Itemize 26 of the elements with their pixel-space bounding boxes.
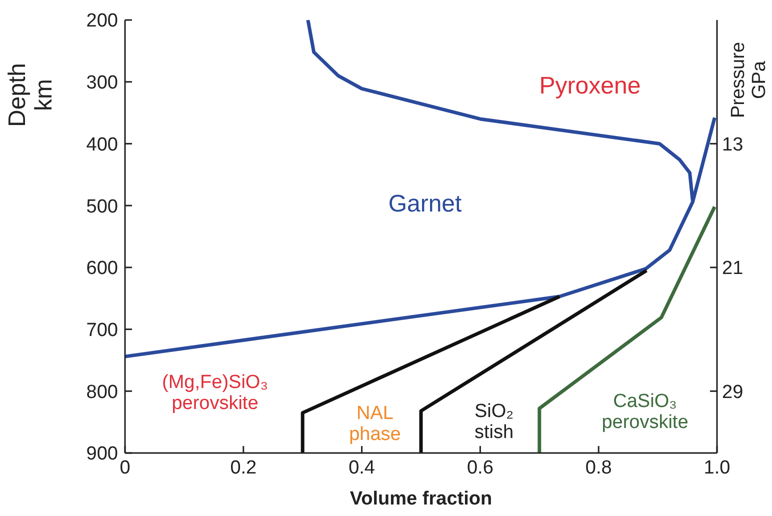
annotation: (Mg,Fe)SiO₃ perovskite bbox=[162, 372, 268, 414]
annotation: Pyroxene bbox=[539, 72, 641, 100]
y-tick-label: 500 bbox=[86, 196, 118, 218]
y-tick-label: 200 bbox=[86, 10, 118, 32]
y2-tick-label: 29 bbox=[722, 382, 744, 403]
x-tick-label: 0.8 bbox=[585, 457, 612, 478]
y-tick-label: 900 bbox=[86, 444, 118, 465]
y-tick-label: 800 bbox=[86, 382, 118, 403]
y-tick-label: 700 bbox=[86, 320, 118, 342]
x-tick-label: 1.0 bbox=[704, 457, 730, 478]
y2-axis-title: Pressure GPa bbox=[728, 42, 770, 118]
annotation: Garnet bbox=[388, 190, 462, 218]
y-tick-label: 600 bbox=[86, 258, 118, 280]
y2-tick-label: 21 bbox=[722, 258, 744, 280]
y2-tick-label: 13 bbox=[722, 134, 744, 156]
x-tick-label: 0.4 bbox=[348, 457, 376, 478]
x-axis-title: Volume fraction bbox=[350, 488, 492, 510]
x-tick-label: 0.6 bbox=[466, 457, 494, 478]
annotation: CaSiO₃ perovskite bbox=[602, 391, 688, 434]
x-tick-label: 0.2 bbox=[230, 457, 257, 478]
y-axis-title: Depth km bbox=[4, 62, 58, 128]
y-tick-label: 400 bbox=[86, 134, 118, 156]
annotation: NAL phase bbox=[349, 403, 401, 446]
x-tick-label: 0 bbox=[120, 457, 130, 478]
y-tick-label: 300 bbox=[86, 72, 118, 94]
annotation: SiO₂ stish bbox=[474, 401, 514, 444]
